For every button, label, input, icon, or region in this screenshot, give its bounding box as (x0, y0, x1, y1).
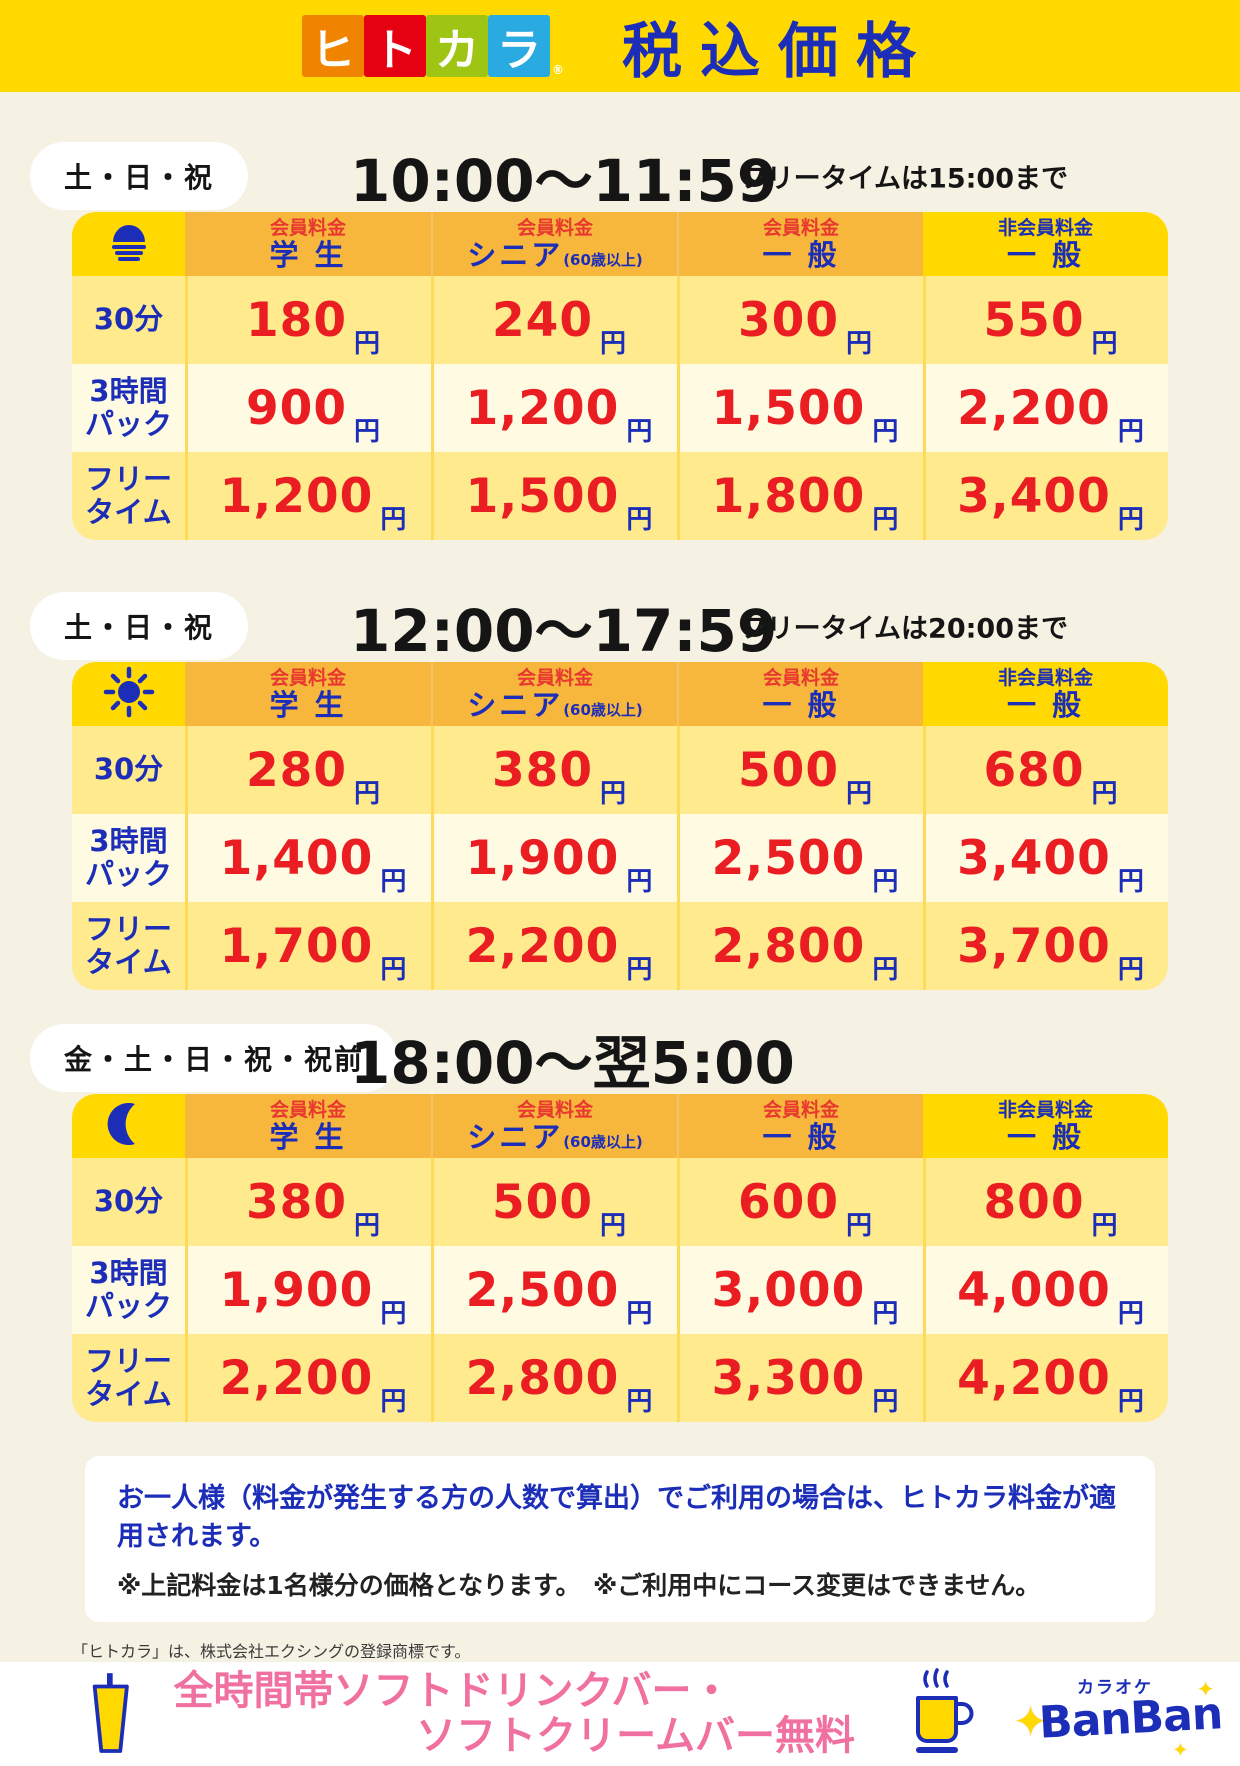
star-icon: ✦ (1172, 1739, 1188, 1761)
days-badge: 金・土・日・祝・祝前 (30, 1024, 399, 1092)
freetime-note: フリータイムは15:00まで (739, 163, 1068, 195)
banban-karaoke-label: カラオケ (1076, 1677, 1153, 1698)
price-cell: 300 円 (677, 276, 923, 364)
coffee-cup-icon (915, 1667, 974, 1753)
price-cell: 3,300 円 (677, 1334, 923, 1422)
banban-wordmark: BanBan (1037, 1687, 1224, 1749)
top-banner: ヒ ト カ ラ ® 税込価格 (0, 0, 1240, 92)
price-cell: 1,200 円 (431, 364, 677, 452)
table-row-3hour-pack: 3時間 パック 1,900 円 2,500 円 3,000 円 4,000 円 (72, 1246, 1168, 1334)
days-badge: 土・日・祝 (30, 142, 249, 210)
price-cell: 1,500 円 (677, 364, 923, 452)
notice-main-text: お一人様（料金が発生する方の人数で算出）でご利用の場合は、ヒトカラ料金が適用され… (117, 1483, 1116, 1552)
price-cell: 1,800 円 (677, 452, 923, 540)
price-cell: 3,000 円 (677, 1246, 923, 1334)
price-cell: 500 円 (431, 1158, 677, 1246)
price-cell: 1,200 円 (185, 452, 431, 540)
price-cell: 500 円 (677, 726, 923, 814)
sun-icon (72, 662, 185, 726)
col-header-member-senior: 会員料金 シニア(60歳以上) (431, 662, 677, 726)
trademark-note: 「ヒトカラ」は、株式会社エクシングの登録商標です。 (72, 1641, 471, 1661)
col-header-member-senior: 会員料金 シニア(60歳以上) (431, 212, 677, 276)
col-header-member-senior: 会員料金 シニア(60歳以上) (431, 1094, 677, 1158)
price-cell: 1,500 円 (431, 452, 677, 540)
price-cell: 180 円 (185, 276, 431, 364)
price-cell: 1,700 円 (185, 902, 431, 990)
price-cell: 3,400 円 (923, 814, 1168, 902)
registered-mark: ® (552, 63, 564, 77)
logo-block-ra: ラ (488, 15, 550, 77)
table-row-freetime: フリー タイム 2,200 円 2,800 円 3,300 円 4,200 円 (72, 1334, 1168, 1422)
logo-block-to: ト (364, 15, 426, 77)
footer-banner: 全時間帯ソフトドリンクバー・ ソフトクリームバー無料 ✦ ✦ ✦ カラオケ Ba… (0, 1661, 1240, 1766)
time-range: 12:00〜17:59 (350, 597, 778, 665)
col-header-member-general: 会員料金 一 般 (677, 1094, 923, 1158)
hitokara-logo: ヒ ト カ ラ ® (302, 15, 564, 77)
section-morning-heading: 土・日・祝 10:00〜11:59 フリータイムは15:00まで (30, 142, 1240, 215)
days-badge: 土・日・祝 (30, 592, 249, 660)
price-cell: 1,400 円 (185, 814, 431, 902)
star-icon: ✦ (1012, 1696, 1049, 1746)
price-cell: 4,200 円 (923, 1334, 1168, 1422)
table-row-30min: 30分 180 円 240 円 300 円 550 円 (72, 276, 1168, 364)
price-table-afternoon: 会員料金 学 生 会員料金 シニア(60歳以上) 会員料金 一 般 非会員料金 … (72, 662, 1168, 990)
price-cell: 680 円 (923, 726, 1168, 814)
page-title: 税込価格 (622, 16, 934, 87)
price-cell: 2,200 円 (923, 364, 1168, 452)
price-cell: 3,400 円 (923, 452, 1168, 540)
star-icon: ✦ (1197, 1676, 1214, 1701)
banban-logo: ✦ ✦ ✦ カラオケ BanBan (1011, 1671, 1223, 1761)
table-row-freetime: フリー タイム 1,200 円 1,500 円 1,800 円 3,400 円 (72, 452, 1168, 540)
col-header-member-student: 会員料金 学 生 (185, 662, 431, 726)
price-cell: 1,900 円 (185, 1246, 431, 1334)
price-cell: 2,500 円 (677, 814, 923, 902)
price-cell: 240 円 (431, 276, 677, 364)
price-cell: 380 円 (185, 1158, 431, 1246)
price-cell: 550 円 (923, 276, 1168, 364)
section-night-heading: 金・土・日・祝・祝前 18:00〜翌5:00 (30, 1024, 1240, 1097)
sunrise-icon (72, 212, 185, 276)
col-header-member-general: 会員料金 一 般 (677, 662, 923, 726)
price-table-morning: 会員料金 学 生 会員料金 シニア(60歳以上) 会員料金 一 般 非会員料金 … (72, 212, 1168, 540)
table-row-freetime: フリー タイム 1,700 円 2,200 円 2,800 円 3,700 円 (72, 902, 1168, 990)
price-table-night: 会員料金 学 生 会員料金 シニア(60歳以上) 会員料金 一 般 非会員料金 … (72, 1094, 1168, 1422)
logo-block-hi: ヒ (302, 15, 364, 77)
col-header-nonmember-general: 非会員料金 一 般 (923, 212, 1168, 276)
col-header-member-student: 会員料金 学 生 (185, 1094, 431, 1158)
price-cell: 2,200 円 (431, 902, 677, 990)
table-row-30min: 30分 280 円 380 円 500 円 680 円 (72, 726, 1168, 814)
time-range: 10:00〜11:59 (350, 147, 778, 215)
price-cell: 4,000 円 (923, 1246, 1168, 1334)
col-header-member-general: 会員料金 一 般 (677, 212, 923, 276)
price-cell: 600 円 (677, 1158, 923, 1246)
free-drink-text: 全時間帯ソフトドリンクバー・ ソフトクリームバー無料 (173, 1667, 855, 1759)
price-cell: 3,700 円 (923, 902, 1168, 990)
price-cell: 2,500 円 (431, 1246, 677, 1334)
col-header-nonmember-general: 非会員料金 一 般 (923, 1094, 1168, 1158)
price-cell: 800 円 (923, 1158, 1168, 1246)
freetime-note: フリータイムは20:00まで (739, 613, 1068, 645)
price-cell: 2,800 円 (677, 902, 923, 990)
price-cell: 280 円 (185, 726, 431, 814)
col-header-nonmember-general: 非会員料金 一 般 (923, 662, 1168, 726)
price-cell: 1,900 円 (431, 814, 677, 902)
time-range: 18:00〜翌5:00 (350, 1029, 795, 1097)
moon-icon (72, 1094, 185, 1158)
col-header-member-student: 会員料金 学 生 (185, 212, 431, 276)
table-row-3hour-pack: 3時間 パック 1,400 円 1,900 円 2,500 円 3,400 円 (72, 814, 1168, 902)
logo-block-ka: カ (426, 15, 488, 77)
drink-glass-icon (92, 1672, 129, 1753)
price-cell: 380 円 (431, 726, 677, 814)
notice-sub-text: ※上記料金は1名様分の価格となります。 ※ご利用中にコース変更はできません。 (117, 1570, 1041, 1600)
price-cell: 900 円 (185, 364, 431, 452)
table-row-30min: 30分 380 円 500 円 600 円 800 円 (72, 1158, 1168, 1246)
notice-box: お一人様（料金が発生する方の人数で算出）でご利用の場合は、ヒトカラ料金が適用され… (85, 1456, 1155, 1622)
table-row-3hour-pack: 3時間 パック 900 円 1,200 円 1,500 円 2,200 円 (72, 364, 1168, 452)
price-cell: 2,200 円 (185, 1334, 431, 1422)
price-cell: 2,800 円 (431, 1334, 677, 1422)
section-afternoon-heading: 土・日・祝 12:00〜17:59 フリータイムは20:00まで (30, 592, 1240, 665)
